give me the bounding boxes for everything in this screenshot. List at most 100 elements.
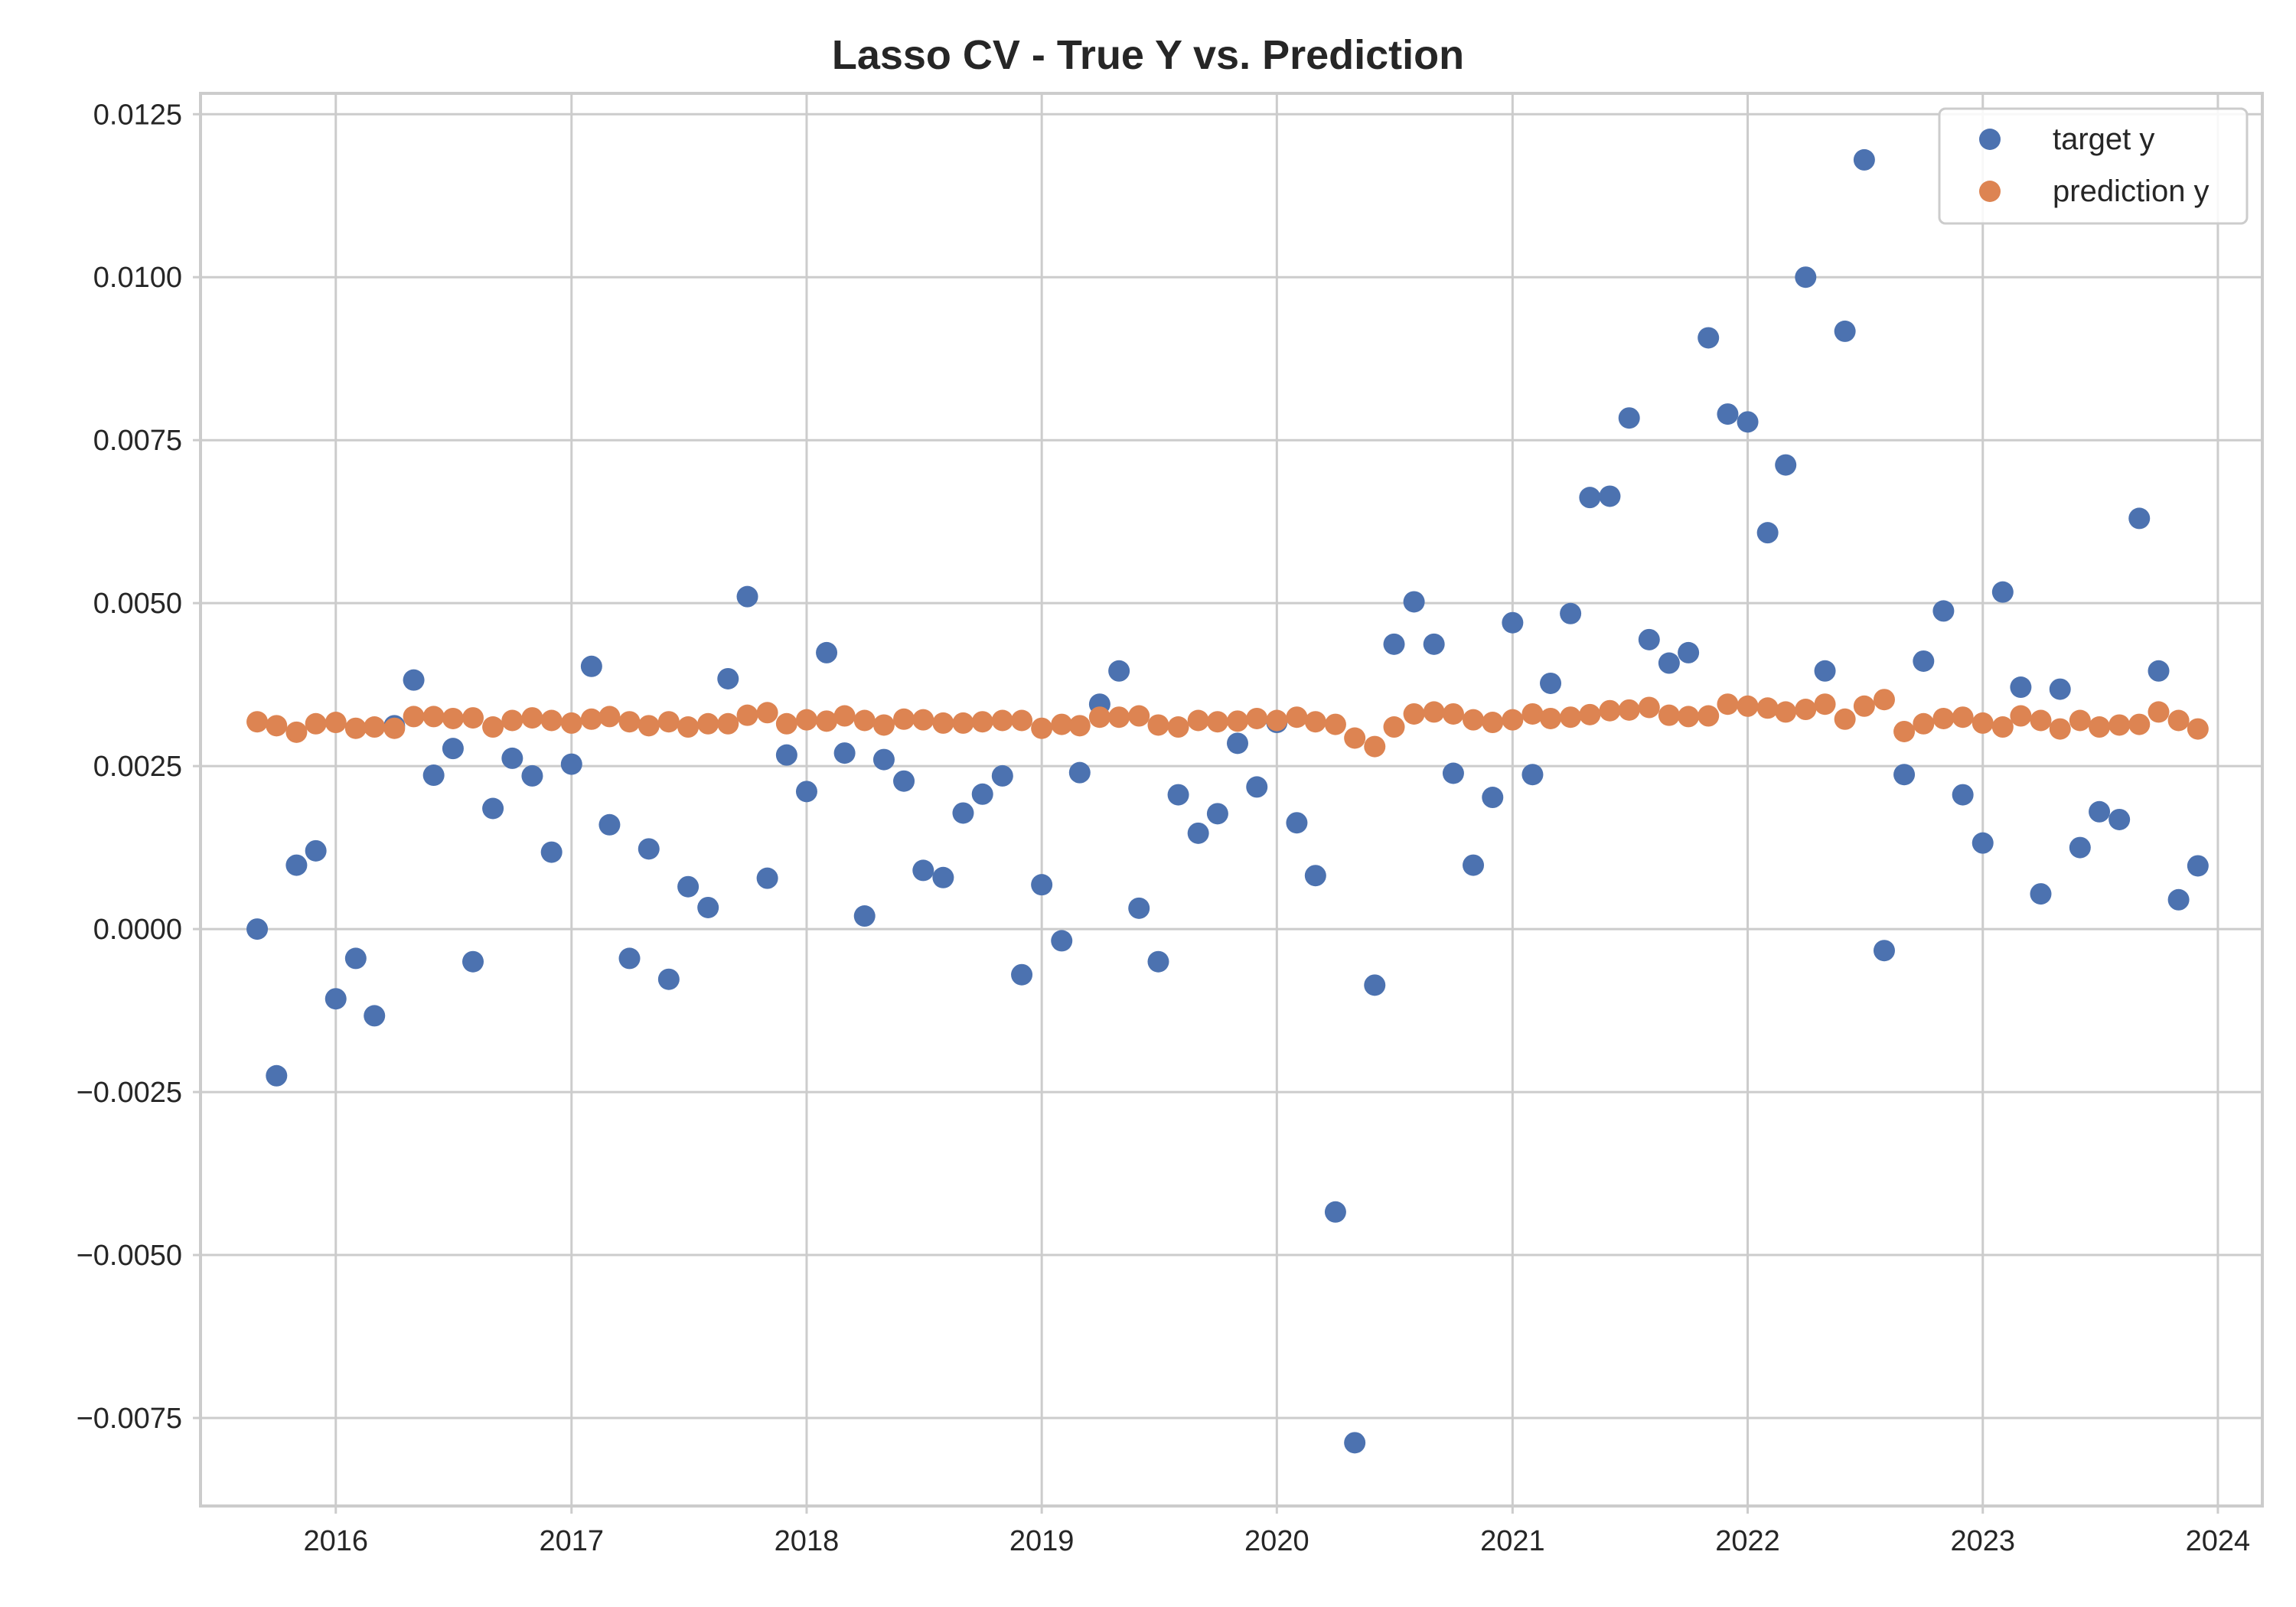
data-point	[2167, 888, 2190, 911]
x-tick-label: 2021	[1480, 1525, 1545, 1557]
x-tick-label: 2017	[539, 1525, 604, 1557]
data-point	[1775, 701, 1797, 723]
axes: −0.0075 −0.0050 −0.0025 0.0000 0.0025 0.0050 0…	[77, 92, 2264, 1557]
data-point	[403, 669, 425, 691]
data-point	[1913, 712, 1935, 735]
data-point	[1971, 832, 1994, 854]
data-point	[1266, 709, 1288, 732]
y-tick-label: −0.0025	[77, 1077, 182, 1109]
data-point	[932, 712, 954, 734]
data-point	[1051, 930, 1073, 952]
legend-marker	[1979, 129, 2001, 150]
data-point	[1068, 761, 1091, 784]
data-point	[1364, 735, 1386, 758]
data-point	[1540, 707, 1562, 729]
data-point	[1167, 784, 1189, 806]
data-point	[853, 709, 876, 732]
data-point	[598, 706, 621, 728]
data-point	[1206, 711, 1228, 733]
data-point	[1756, 697, 1779, 719]
data-point	[717, 667, 739, 689]
y-tick-label: 0.0125	[93, 99, 182, 131]
data-point	[344, 947, 367, 970]
data-point	[1442, 762, 1464, 784]
x-tick-label: 2020	[1244, 1525, 1309, 1557]
data-point	[1403, 702, 1425, 725]
data-point	[560, 712, 582, 734]
data-point	[1599, 485, 1621, 507]
data-point	[893, 770, 915, 792]
data-point	[1932, 707, 1955, 729]
data-point	[952, 712, 974, 734]
data-point	[991, 709, 1013, 732]
data-point	[1011, 963, 1033, 986]
data-point	[1442, 702, 1464, 725]
x-tick-label: 2023	[1950, 1525, 2015, 1557]
data-point	[893, 708, 915, 730]
data-point	[1324, 1201, 1346, 1223]
data-point	[2187, 855, 2209, 877]
data-point	[325, 712, 347, 734]
data-point	[1246, 776, 1268, 798]
data-point	[1737, 411, 1759, 433]
data-point	[717, 712, 739, 735]
data-point	[1579, 703, 1601, 725]
data-point	[1031, 717, 1053, 739]
data-point	[285, 854, 308, 876]
data-point	[657, 711, 680, 733]
data-point	[775, 744, 797, 766]
data-point	[1187, 822, 1209, 844]
data-point	[1560, 706, 1582, 729]
data-point	[1678, 706, 1700, 728]
data-point	[1463, 709, 1485, 731]
data-point	[677, 716, 700, 738]
data-point	[1737, 695, 1759, 717]
data-point	[2128, 507, 2151, 530]
data-point	[2010, 705, 2032, 727]
data-point	[1932, 600, 1955, 622]
y-tick-label: 0.0075	[93, 425, 182, 457]
data-point	[1913, 650, 1935, 672]
data-point	[1991, 716, 2014, 738]
data-point	[364, 716, 386, 738]
data-point	[580, 708, 602, 730]
data-point	[2030, 709, 2052, 732]
data-point	[1344, 1432, 1366, 1454]
y-tick-label: −0.0075	[77, 1403, 182, 1435]
data-point	[501, 747, 523, 769]
data-point	[1088, 706, 1110, 729]
data-point	[1814, 693, 1836, 715]
data-point	[1246, 707, 1268, 729]
data-point	[1364, 974, 1386, 996]
data-point	[1873, 940, 1895, 962]
data-point	[1893, 720, 1916, 742]
data-point	[1108, 660, 1130, 682]
data-point	[1128, 705, 1150, 727]
data-point	[638, 838, 660, 860]
data-point	[1383, 716, 1405, 738]
data-point	[285, 721, 308, 743]
data-point	[246, 711, 269, 733]
data-point	[816, 641, 838, 663]
data-point	[462, 950, 484, 973]
data-point	[266, 715, 288, 737]
data-point	[1795, 266, 1817, 288]
data-point	[521, 707, 543, 729]
data-point	[1187, 709, 1209, 732]
data-point	[1423, 633, 1445, 655]
data-point	[2069, 836, 2091, 859]
data-point	[932, 866, 954, 888]
data-point	[325, 988, 347, 1010]
data-point	[2108, 808, 2131, 830]
data-point	[1344, 727, 1366, 749]
x-tick-label: 2019	[1009, 1525, 1075, 1557]
data-point	[1521, 764, 1544, 786]
data-point	[853, 905, 876, 927]
data-point	[1324, 713, 1346, 735]
data-point	[1540, 672, 1562, 694]
data-point	[1952, 784, 1974, 806]
data-point	[2049, 718, 2071, 740]
data-point	[1167, 716, 1189, 738]
